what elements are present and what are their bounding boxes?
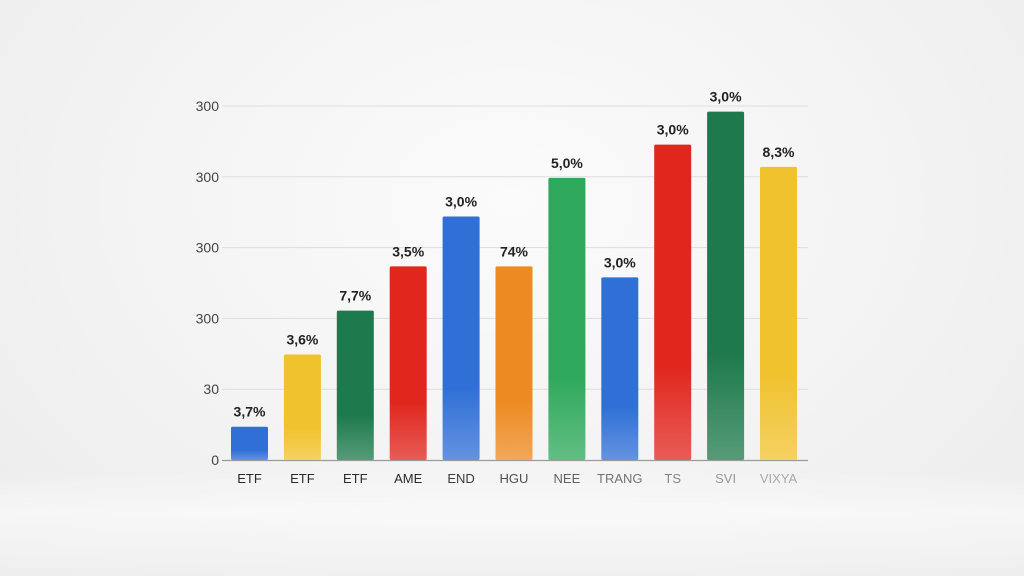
x-tick-label: TS <box>664 471 681 486</box>
data-label: 3,0% <box>604 254 636 270</box>
data-label: 8,3% <box>763 144 795 160</box>
data-label: 3,7% <box>234 404 266 420</box>
x-tick-label: ETF <box>343 471 368 486</box>
data-label: 3,6% <box>286 332 318 348</box>
x-tick-label: HGU <box>500 471 529 486</box>
data-label: 74% <box>500 243 529 259</box>
data-label: 5,0% <box>551 155 583 171</box>
bar <box>389 266 427 460</box>
y-tick-label: 30 <box>203 381 219 397</box>
bar <box>442 216 480 460</box>
x-tick-label: NEE <box>554 471 581 486</box>
data-label: 3,0% <box>710 89 742 105</box>
data-label: 3,5% <box>392 243 424 259</box>
bar <box>601 277 639 460</box>
bar <box>283 354 321 460</box>
floor-reflection <box>0 470 1024 576</box>
bar <box>495 266 533 460</box>
data-label: 7,7% <box>339 288 371 304</box>
y-tick-label: 0 <box>211 452 219 468</box>
x-tick-label: SVI <box>715 471 736 486</box>
y-tick-label: 300 <box>196 310 220 326</box>
x-tick-label: ETF <box>237 471 262 486</box>
x-tick-label: ETF <box>290 471 315 486</box>
y-tick-label: 300 <box>196 98 220 114</box>
data-label: 3,0% <box>657 122 689 138</box>
data-label: 3,0% <box>445 193 477 209</box>
bar <box>654 144 692 460</box>
bar <box>707 111 745 460</box>
y-tick-label: 300 <box>196 169 220 185</box>
x-tick-label: END <box>447 471 474 486</box>
bar <box>760 166 797 460</box>
x-tick-label: AME <box>394 471 423 486</box>
bar <box>548 177 586 460</box>
x-tick-label: TRANG <box>597 471 643 486</box>
y-tick-label: 300 <box>196 240 220 256</box>
bar <box>231 426 268 460</box>
bar <box>336 310 374 460</box>
x-tick-label: VIXYA <box>760 471 798 486</box>
